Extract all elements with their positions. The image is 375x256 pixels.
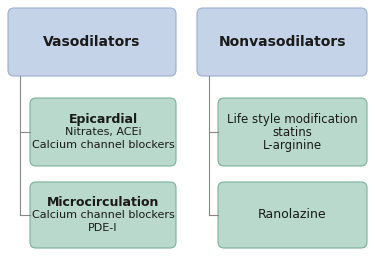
Text: Nonvasodilators: Nonvasodilators	[218, 35, 346, 49]
Text: Epicardial: Epicardial	[68, 112, 138, 125]
FancyBboxPatch shape	[30, 98, 176, 166]
Text: Life style modification: Life style modification	[227, 112, 358, 125]
Text: Calcium channel blockers: Calcium channel blockers	[32, 140, 174, 150]
Text: L-arginine: L-arginine	[263, 138, 322, 152]
FancyBboxPatch shape	[218, 98, 367, 166]
Text: Ranolazine: Ranolazine	[258, 208, 327, 221]
FancyBboxPatch shape	[218, 182, 367, 248]
Text: Calcium channel blockers: Calcium channel blockers	[32, 210, 174, 220]
Text: Vasodilators: Vasodilators	[43, 35, 141, 49]
Text: Nitrates, ACEi: Nitrates, ACEi	[64, 127, 141, 137]
FancyBboxPatch shape	[8, 8, 176, 76]
Text: Microcirculation: Microcirculation	[47, 196, 159, 208]
FancyBboxPatch shape	[30, 182, 176, 248]
Text: PDE-I: PDE-I	[88, 223, 118, 233]
FancyBboxPatch shape	[197, 8, 367, 76]
Text: statins: statins	[273, 125, 312, 138]
